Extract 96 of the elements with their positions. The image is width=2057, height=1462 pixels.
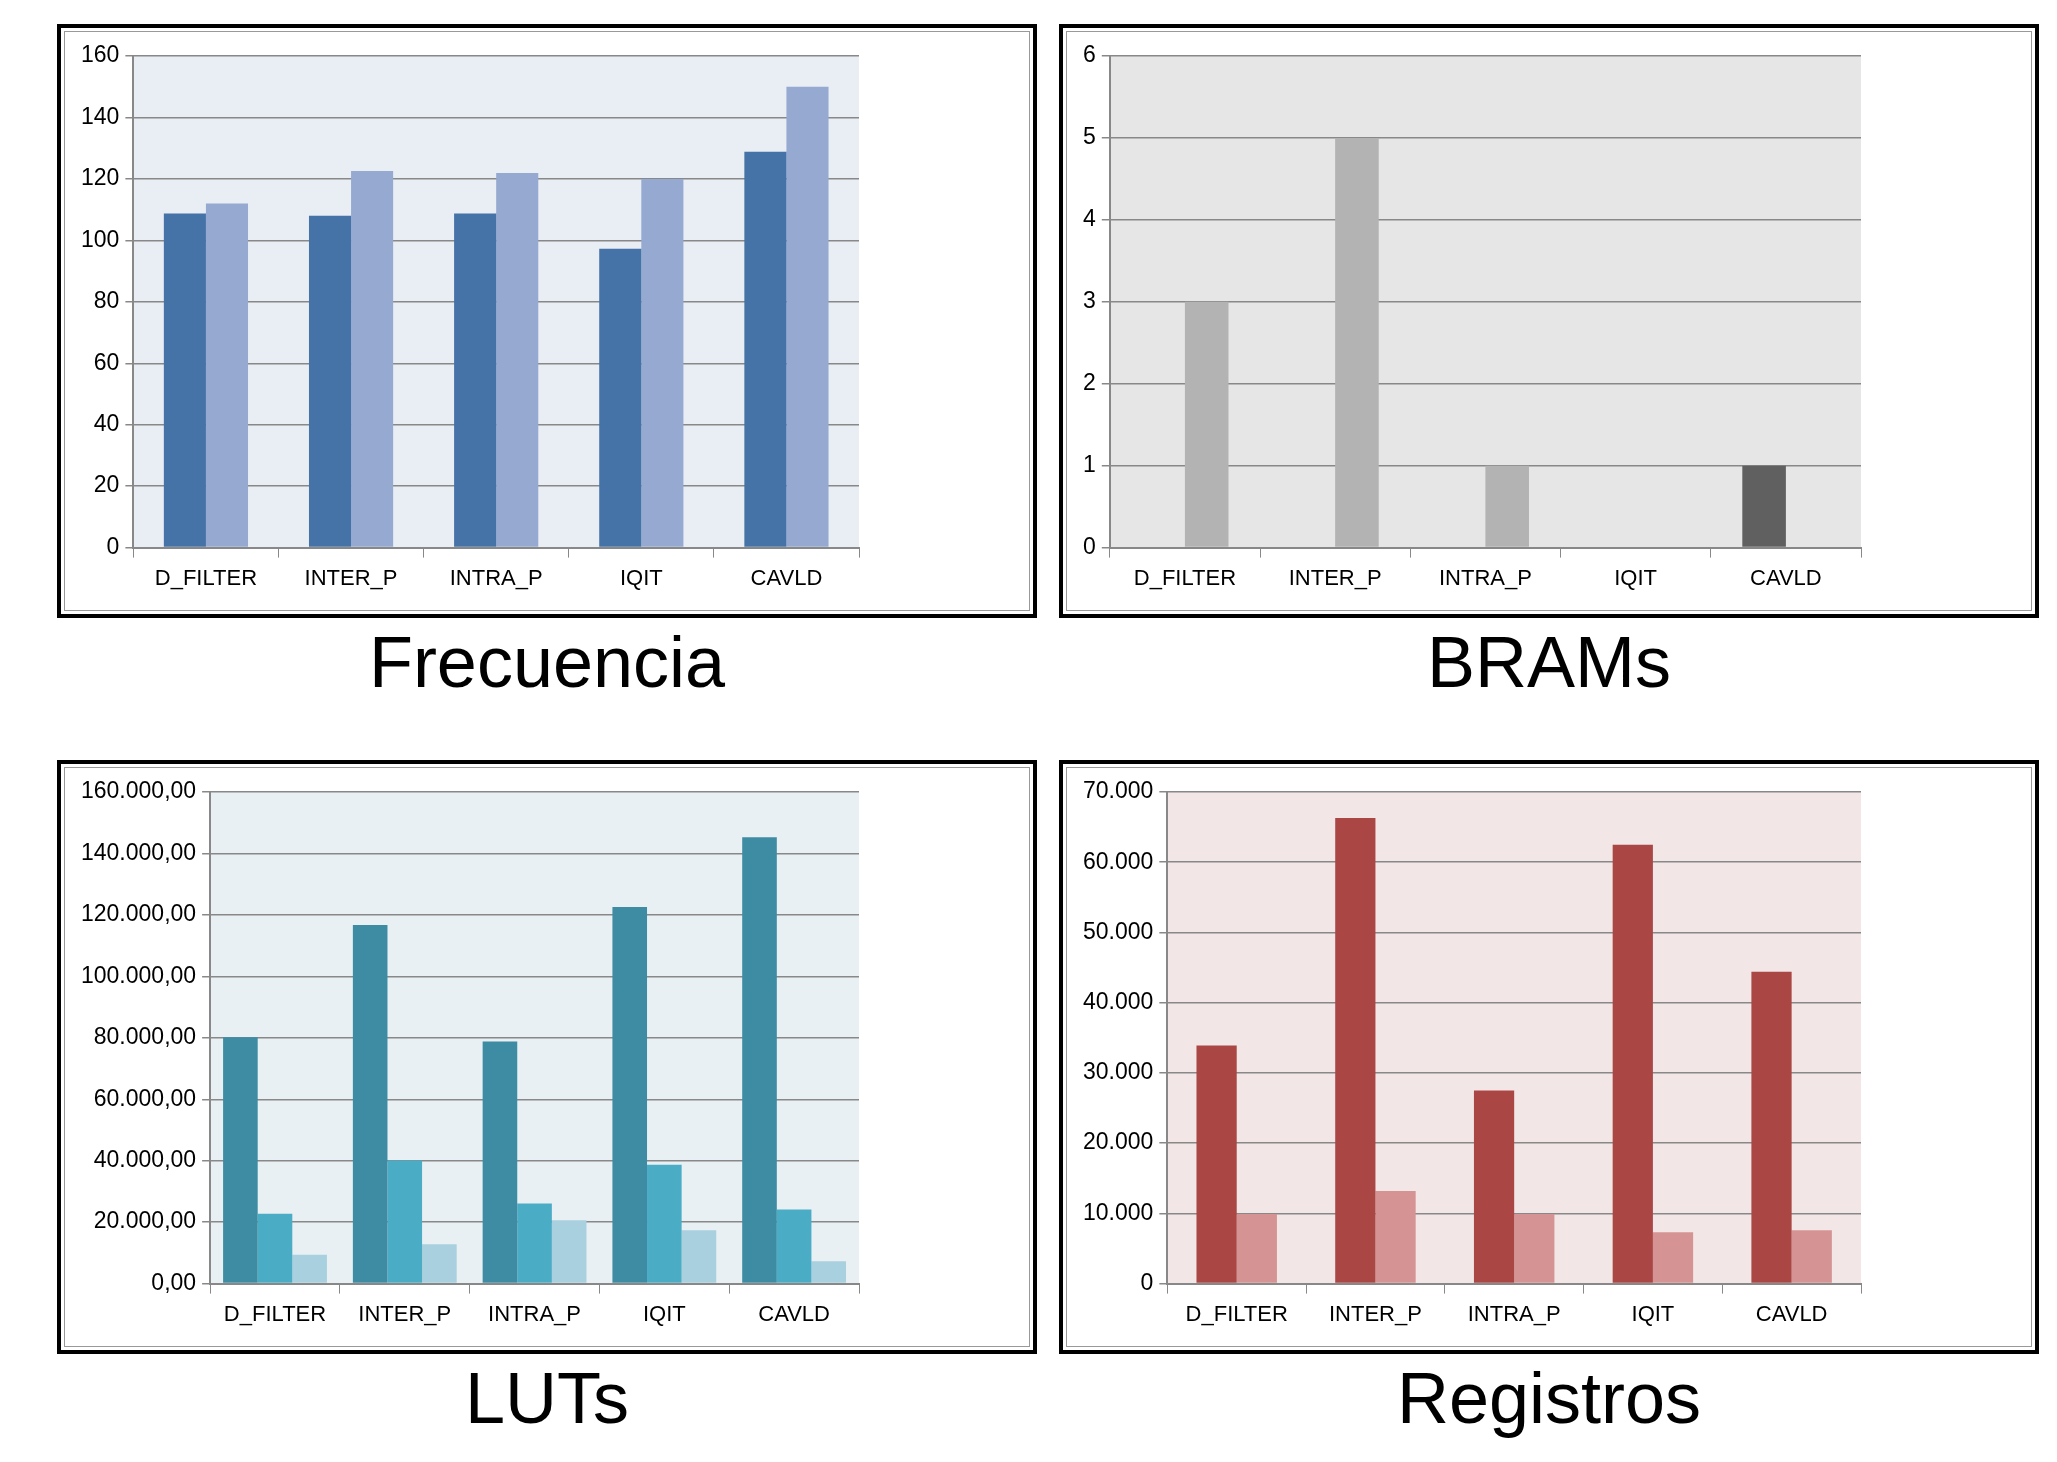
y-tick-label: 0: [1082, 532, 1096, 559]
y-tick-label: 0: [106, 532, 120, 559]
bar: [223, 1037, 258, 1283]
text: Frecuencia: [367, 621, 727, 704]
bar: [1612, 844, 1653, 1283]
bar: [257, 1213, 293, 1283]
x-tick-label: D_FILTER: [1185, 1300, 1288, 1326]
y-tick-label: 0: [1140, 1268, 1154, 1295]
y-tick-label: 120.000,00: [80, 900, 197, 927]
bar: [1196, 1045, 1237, 1283]
bar: [517, 1203, 552, 1283]
x-tick-label: CAVLD: [758, 1300, 830, 1326]
bar: [1335, 137, 1379, 547]
y-tick-label: 10.000: [1082, 1198, 1154, 1225]
y-tick-label: 100: [81, 225, 120, 252]
x-tick-label: INTRA_P: [1438, 564, 1532, 590]
x-tick-label: CAVLD: [750, 564, 823, 590]
y-tick-label: 60.000: [1082, 847, 1154, 874]
y-tick-label: 3: [1082, 287, 1096, 314]
bar: [1751, 971, 1792, 1283]
y-tick-label: 20: [93, 471, 120, 498]
bar: [1514, 1214, 1555, 1283]
y-tick-label: 20.000,00: [93, 1207, 197, 1234]
text: BRAMs: [1426, 621, 1672, 704]
y-tick-label: 160.000,00: [80, 777, 197, 804]
text: LUTs: [463, 1357, 630, 1440]
bar: [1375, 1190, 1416, 1283]
bar: [1652, 1232, 1694, 1283]
y-tick-label: 40.000,00: [93, 1146, 197, 1173]
x-tick-label: D_FILTER: [154, 564, 258, 590]
y-tick-label: 6: [1082, 41, 1096, 68]
x-tick-label: IQIT: [642, 1300, 686, 1326]
x-tick-label: INTER_P: [358, 1300, 452, 1326]
y-tick-label: 80: [93, 287, 120, 314]
y-tick-label: 4: [1082, 205, 1096, 232]
x-tick-label: INTRA_P: [1467, 1300, 1561, 1326]
y-tick-label: 140: [81, 102, 120, 129]
x-tick-label: D_FILTER: [223, 1300, 327, 1326]
x-tick-label: INTRA_P: [488, 1300, 582, 1326]
x-tick-label: CAVLD: [1755, 1300, 1828, 1326]
y-tick-label: 5: [1082, 123, 1096, 150]
bar: [292, 1254, 327, 1283]
x-tick-label: INTRA_P: [449, 564, 543, 590]
y-tick-label: 70.000: [1082, 777, 1154, 804]
y-tick-label: 20.000: [1082, 1128, 1154, 1155]
bar: [1335, 817, 1376, 1283]
y-tick-label: 40: [93, 410, 120, 437]
bar: [1791, 1230, 1832, 1283]
y-tick-label: 60: [93, 348, 120, 375]
bar: [205, 203, 249, 547]
y-tick-label: 30.000: [1082, 1058, 1154, 1085]
bar: [387, 1160, 423, 1283]
bar: [599, 248, 642, 547]
y-tick-label: 160: [81, 41, 120, 68]
bar: [352, 925, 388, 1283]
bar: [1485, 465, 1529, 547]
y-tick-label: 60.000,00: [93, 1084, 197, 1111]
bar: [551, 1220, 587, 1283]
bar: [496, 173, 539, 547]
bar: [482, 1041, 518, 1283]
x-tick-label: INTER_P: [304, 564, 398, 590]
x-tick-label: IQIT: [1631, 1300, 1675, 1326]
bar: [742, 837, 777, 1283]
bar: [1236, 1214, 1277, 1283]
bar: [351, 170, 394, 547]
bar: [1473, 1090, 1515, 1283]
bar: [647, 1164, 682, 1283]
y-tick-label: 100.000,00: [80, 961, 197, 988]
bar: [744, 151, 787, 547]
x-tick-label: IQIT: [1614, 564, 1658, 590]
y-tick-label: 80.000,00: [93, 1023, 197, 1050]
y-tick-label: 140.000,00: [80, 838, 197, 865]
y-tick-label: 1: [1082, 451, 1096, 478]
bar: [776, 1209, 812, 1283]
bar: [454, 213, 497, 547]
y-tick-label: 50.000: [1082, 917, 1154, 944]
bar: [641, 178, 684, 547]
bar: [612, 906, 648, 1283]
bar: [681, 1230, 717, 1283]
x-tick-label: INTER_P: [1288, 564, 1382, 590]
bar: [1742, 465, 1786, 547]
x-tick-label: CAVLD: [1750, 564, 1822, 590]
x-tick-label: IQIT: [619, 564, 663, 590]
text: Registros: [1395, 1357, 1703, 1440]
y-tick-label: 120: [81, 164, 120, 191]
bar: [163, 213, 206, 547]
x-tick-label: INTER_P: [1328, 1300, 1422, 1326]
bar: [422, 1244, 457, 1283]
y-tick-label: 40.000: [1082, 988, 1154, 1015]
bar: [786, 86, 829, 547]
bar: [308, 215, 352, 547]
bar: [1184, 301, 1229, 547]
x-tick-label: D_FILTER: [1133, 564, 1237, 590]
bar: [811, 1261, 847, 1283]
y-tick-label: 2: [1082, 369, 1096, 396]
y-tick-label: 0,00: [151, 1268, 197, 1295]
